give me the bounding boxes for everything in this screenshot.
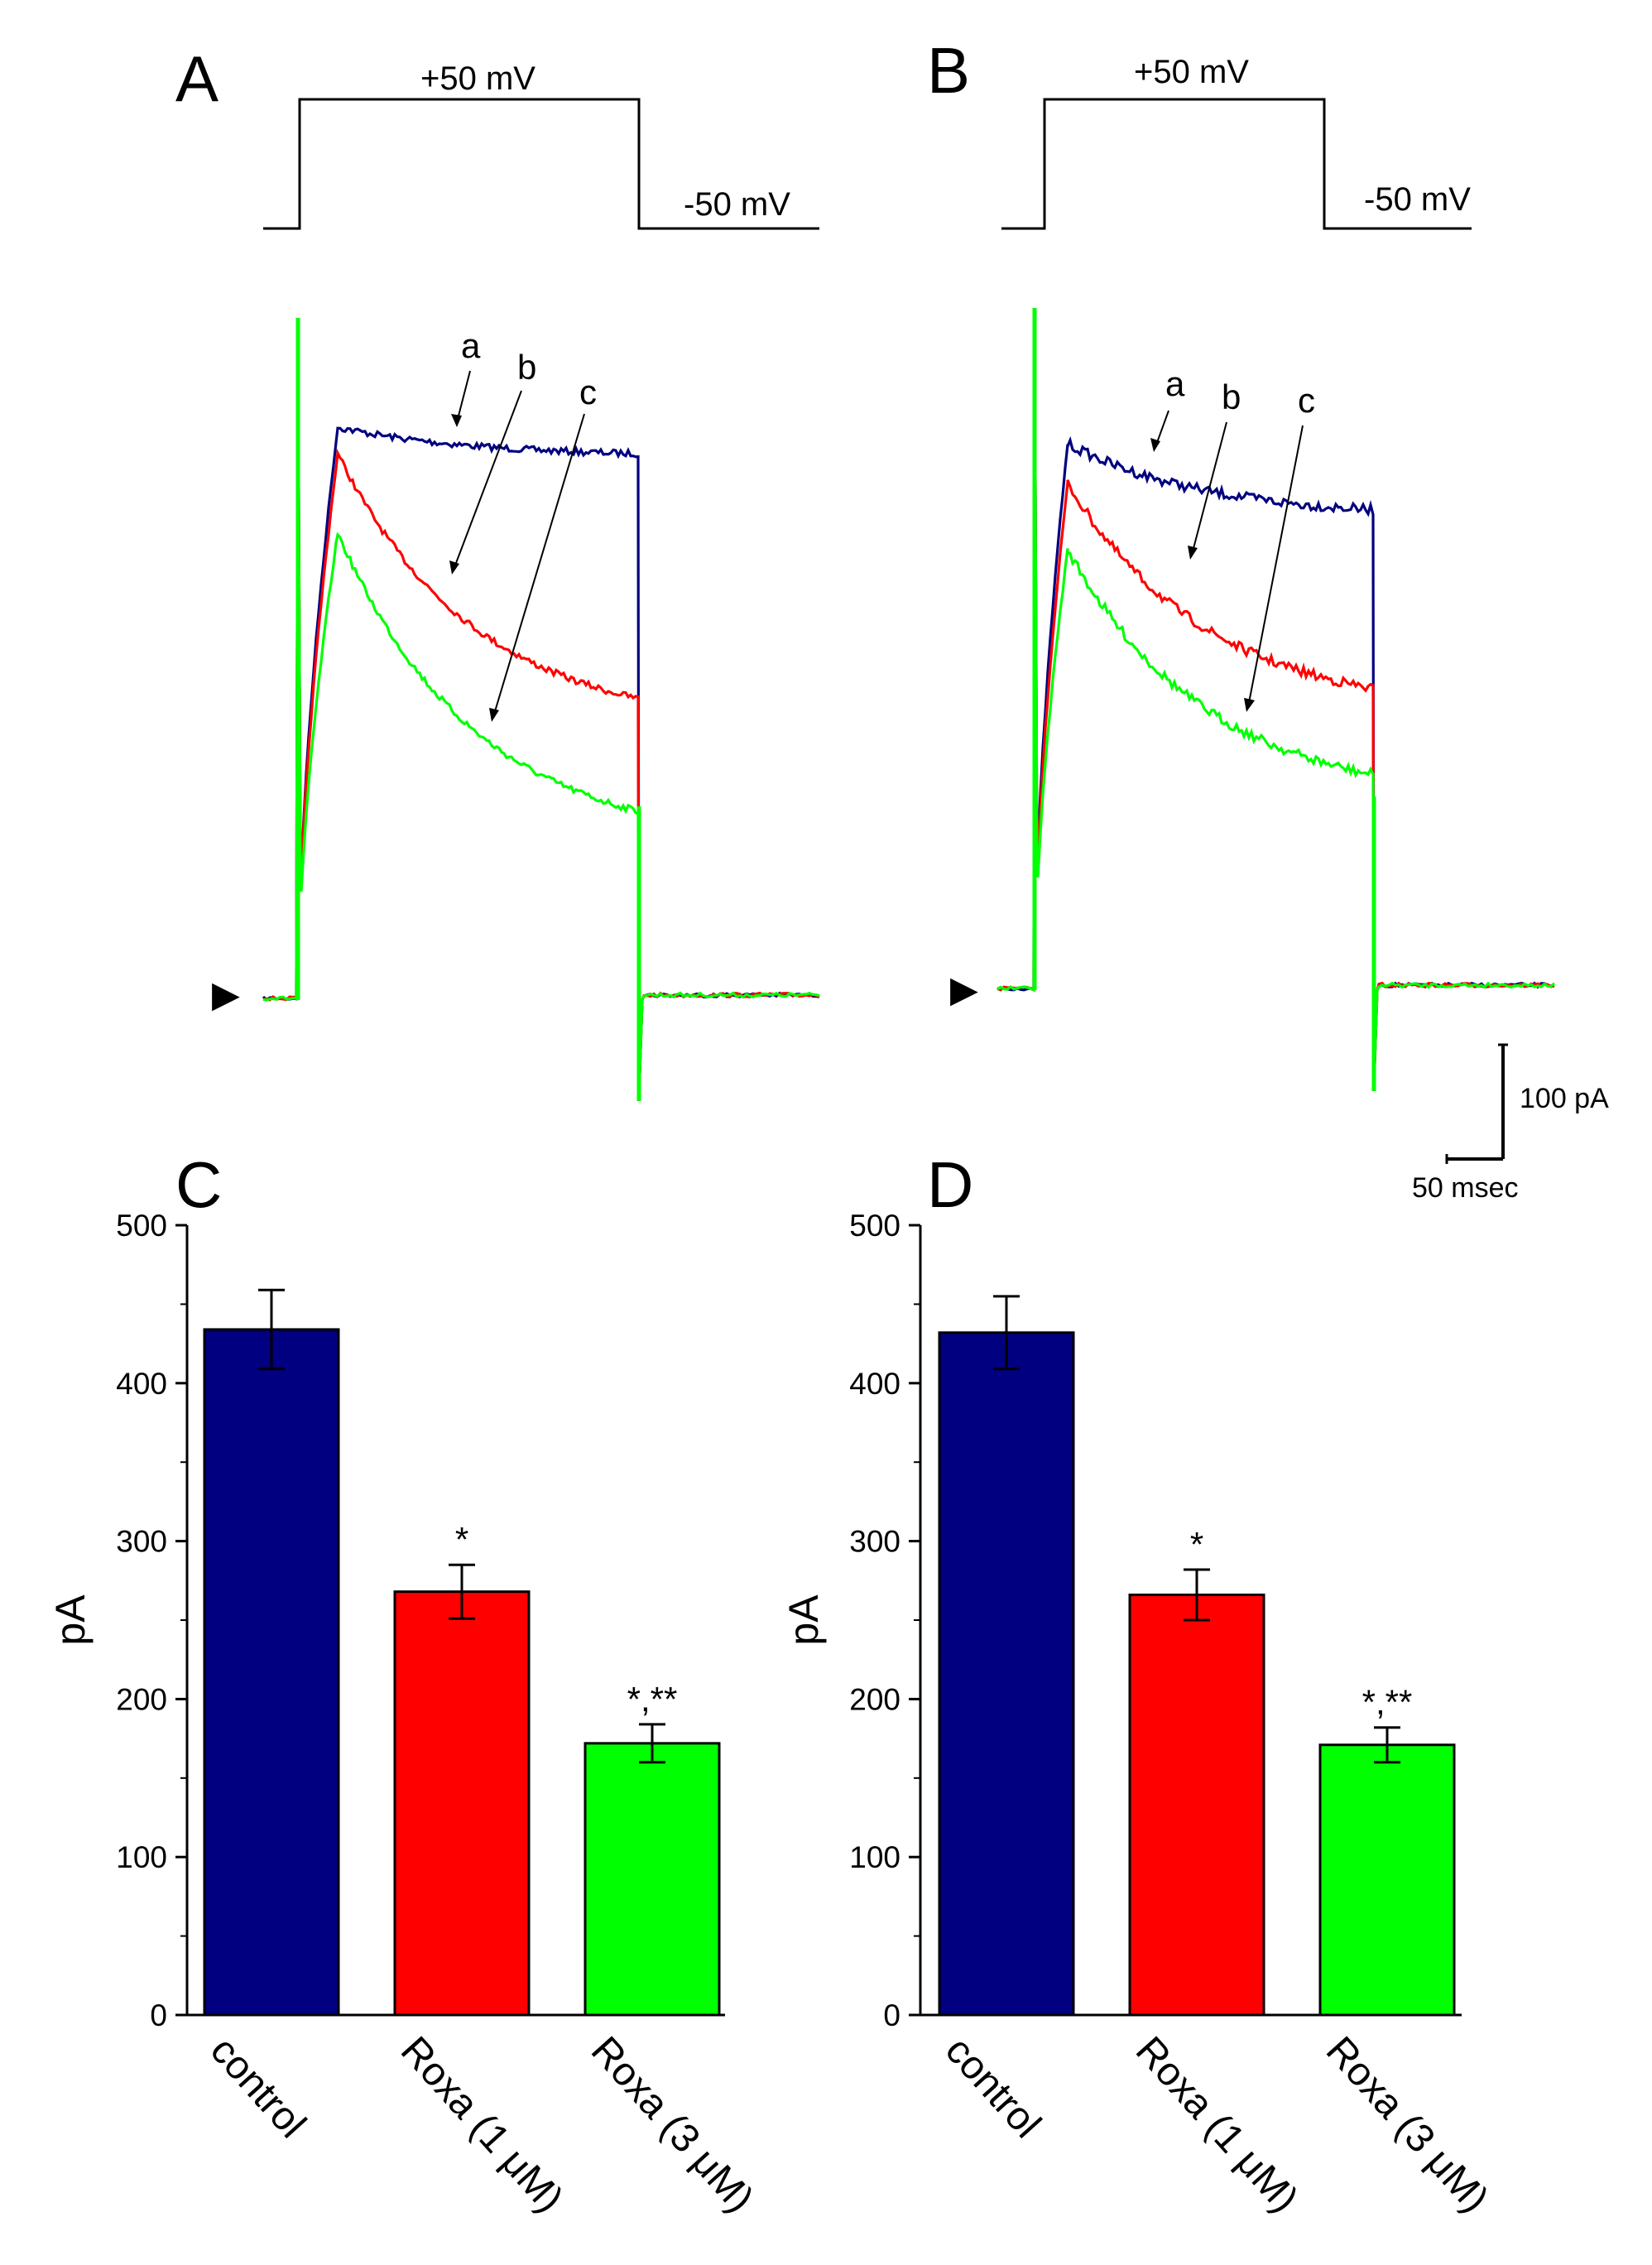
panel-b-arrow-a [1150, 410, 1169, 452]
panel-d-category-label-1: control [937, 2028, 1049, 2147]
panel-d-ylabel: pA [780, 1594, 827, 1646]
panel-b-arrow-c [1244, 425, 1304, 712]
panel-c-category-label-1: control [202, 2028, 315, 2147]
panel-a-label-a: a [461, 326, 481, 365]
panel-a-arrow-a [451, 370, 471, 427]
panel-a-letter: A [175, 42, 219, 115]
panel-c-ytick-label: 200 [116, 1682, 167, 1716]
panel-a-holding-label: -50 mV [684, 186, 790, 223]
panel-b-trace-b [996, 307, 1555, 1087]
panel-b-step-label: +50 mV [1134, 54, 1249, 90]
panel-c-bar-chart: C 0 100 200 300 400 500 pA control * Roxa (1 μM) *… [47, 1148, 762, 2221]
panel-b-label-a: a [1165, 364, 1185, 403]
panel-b-label-b: b [1222, 378, 1241, 416]
panel-a-arrow-c [489, 413, 585, 722]
panel-b-trace-c [996, 307, 1556, 1087]
panel-b-letter: B [927, 34, 970, 107]
panel-d-ytick-label: 300 [849, 1525, 900, 1559]
panel-c-error-bar-3 [639, 1723, 665, 1764]
scale-bar: 100 pA 50 msec [1412, 1043, 1609, 1204]
panel-a-zero-marker: ▶ [212, 974, 240, 1015]
panel-c-bar-3 [583, 1742, 721, 2017]
panel-a-arrow-b [449, 390, 522, 575]
panel-c-bar-1 [203, 1328, 340, 2017]
panel-b-arrow-b [1188, 421, 1227, 560]
panel-d-ytick-label: 400 [849, 1367, 900, 1401]
panel-c-category-label-2: Roxa (1 μM) [392, 2028, 572, 2220]
panel-a-label-b: b [517, 348, 536, 387]
scale-bar-current-label: 100 pA [1520, 1083, 1609, 1114]
panel-b-current-traces: B +50 mV -50 mV a b c ▶ 100 pA 50 msec [927, 34, 1609, 1204]
panel-a-current-traces: A +50 mV -50 mV a b c ▶ [175, 42, 820, 1101]
scale-bar-time-label: 50 msec [1412, 1172, 1519, 1204]
panel-c-error-bar-1 [258, 1288, 285, 1371]
panel-c-significance-3: *,** [627, 1680, 678, 1719]
panel-c-ytick-label: 100 [116, 1840, 167, 1874]
panel-d-significance-2: * [1190, 1525, 1203, 1564]
panel-a-voltage-protocol [263, 98, 819, 230]
panel-d-bar-2 [1128, 1593, 1265, 2017]
panel-c-letter: C [175, 1148, 222, 1221]
panel-c-ytick-label: 500 [116, 1209, 167, 1243]
panel-b-trace-a [996, 307, 1554, 1087]
panel-c-ylabel: pA [47, 1594, 94, 1646]
panel-d-letter: D [927, 1148, 973, 1221]
panel-d-error-bar-2 [1184, 1568, 1210, 1622]
panel-d-category-label-2: Roxa (1 μM) [1127, 2028, 1307, 2220]
panel-c-bar-2 [393, 1590, 531, 2017]
panel-a-trace-b [262, 317, 820, 1097]
panel-c-ytick-label: 0 [150, 1998, 167, 2032]
panel-a-step-label: +50 mV [420, 60, 535, 97]
panel-d-category-label-3: Roxa (3 μM) [1318, 2028, 1497, 2220]
panel-b-label-c: c [1298, 381, 1315, 420]
panel-d-ytick-label: 500 [849, 1209, 900, 1243]
panel-d-ytick-label: 0 [883, 1998, 900, 2032]
panel-d-bar-chart: D 0 100 200 300 400 500 pA control * Roxa (1 μM) *… [780, 1148, 1497, 2221]
panel-d-ytick-label: 100 [849, 1840, 900, 1874]
panel-a-trace-a [262, 317, 820, 1097]
panel-d-bar-1 [938, 1331, 1075, 2017]
panel-b-voltage-protocol [1001, 98, 1472, 230]
panel-d-significance-3: *,** [1362, 1683, 1413, 1722]
panel-c-category-label-3: Roxa (3 μM) [583, 2028, 762, 2220]
panel-d-bar-3 [1318, 1743, 1456, 2017]
panel-c-significance-2: * [455, 1520, 468, 1559]
panel-d-error-bar-1 [993, 1295, 1020, 1371]
panel-c-ytick-label: 300 [116, 1525, 167, 1559]
panel-d-ytick-label: 200 [849, 1682, 900, 1716]
panel-b-holding-label: -50 mV [1364, 181, 1471, 218]
panel-b-zero-marker: ▶ [950, 969, 978, 1010]
panel-c-error-bar-2 [449, 1563, 475, 1620]
panel-a-trace-c [262, 317, 820, 1097]
panel-d-error-bar-3 [1374, 1726, 1400, 1764]
panel-a-label-c: c [579, 373, 597, 411]
panel-c-ytick-label: 400 [116, 1367, 167, 1401]
